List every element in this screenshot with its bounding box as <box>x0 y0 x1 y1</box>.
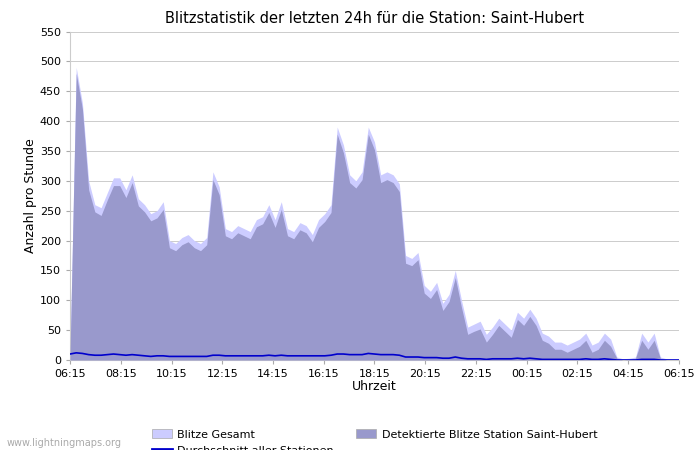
Title: Blitzstatistik der letzten 24h für die Station: Saint-Hubert: Blitzstatistik der letzten 24h für die S… <box>165 11 584 26</box>
X-axis label: Uhrzeit: Uhrzeit <box>352 380 397 393</box>
Legend: Blitze Gesamt, Durchschnitt aller Stationen, Detektierte Blitze Station Saint-Hu: Blitze Gesamt, Durchschnitt aller Statio… <box>147 425 602 450</box>
Text: www.lightningmaps.org: www.lightningmaps.org <box>7 438 122 448</box>
Y-axis label: Anzahl pro Stunde: Anzahl pro Stunde <box>24 139 37 253</box>
